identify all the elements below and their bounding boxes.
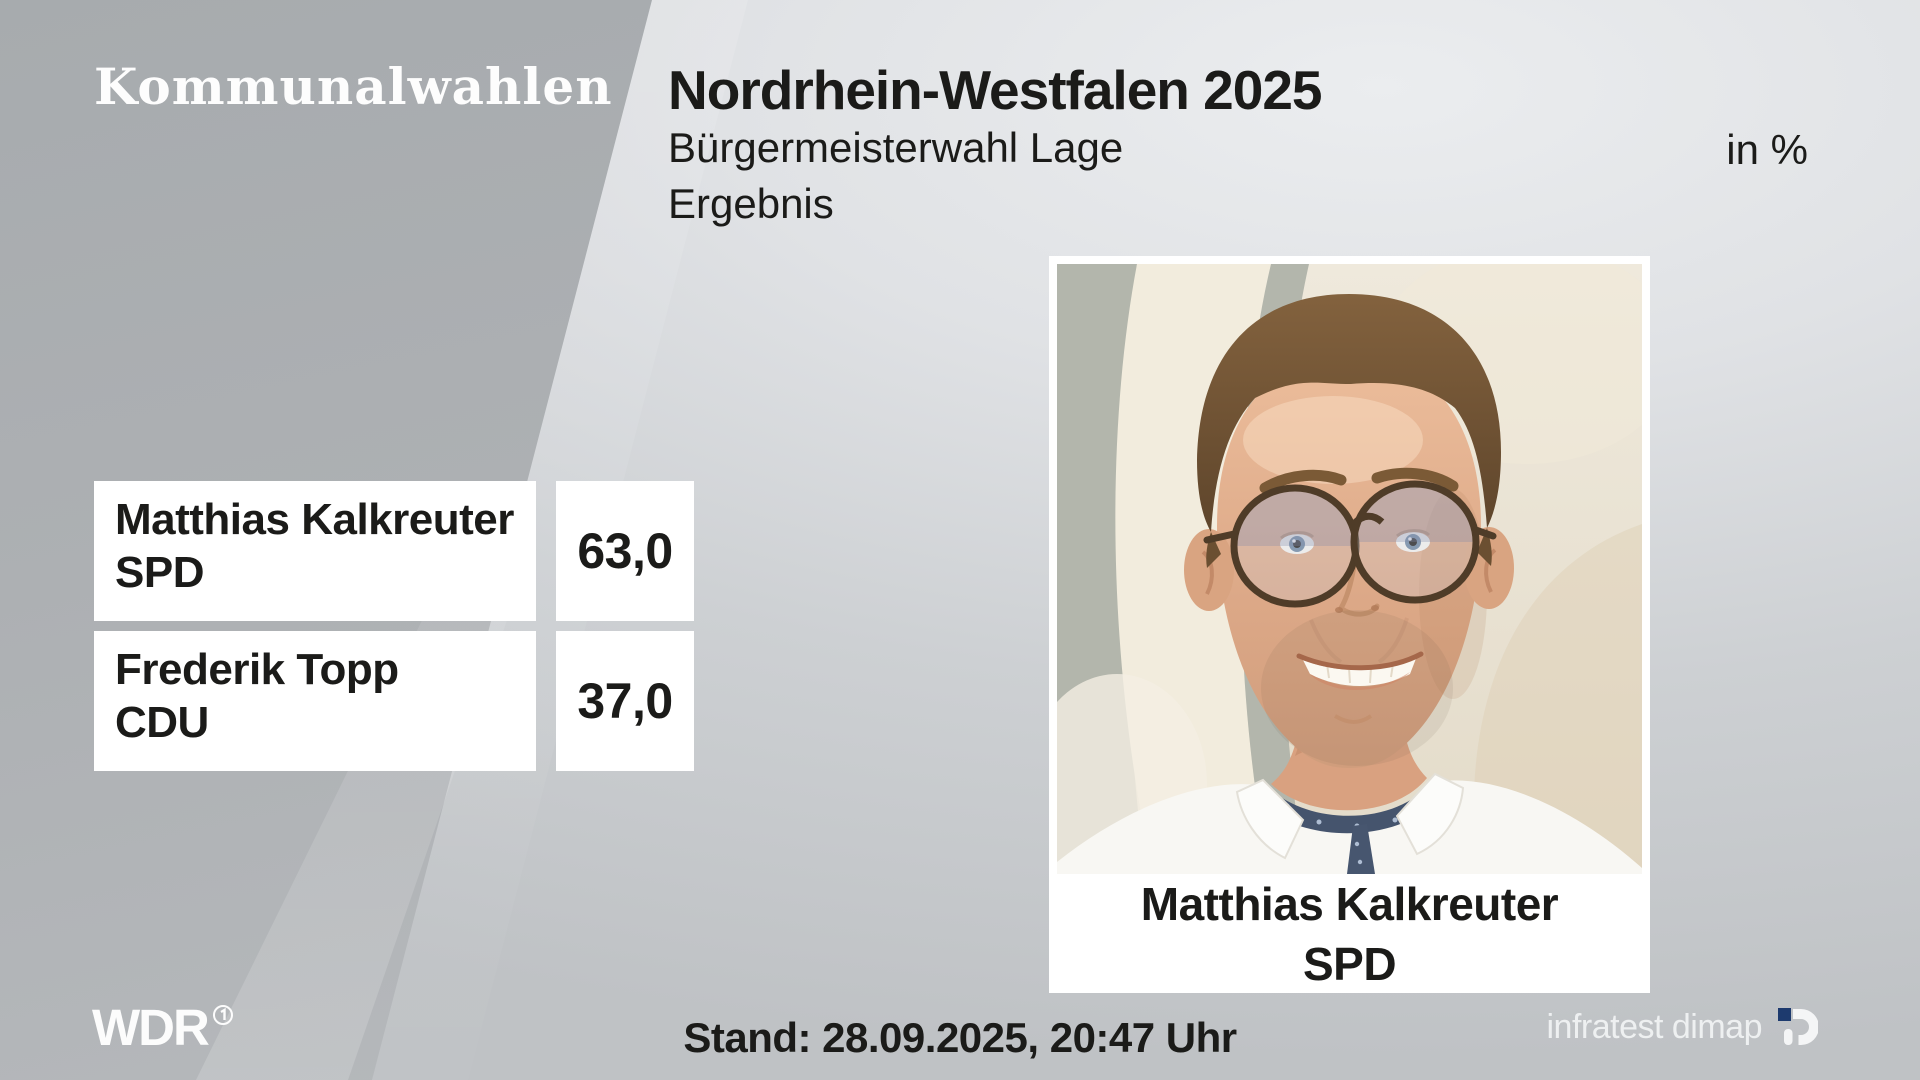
status-timestamp: Stand: 28.09.2025, 20:47 Uhr	[683, 1014, 1237, 1061]
subtitle-result: Ergebnis	[668, 180, 834, 227]
infratest-dimap-label: infratest dimap	[1546, 1007, 1763, 1046]
header: Nordrhein-Westfalen 2025 Bürgermeisterwa…	[668, 59, 1323, 232]
candidate-name: Matthias Kalkreuter	[115, 495, 514, 544]
brand-label: Kommunalwahlen	[94, 57, 613, 116]
infratest-dimap-logo-icon	[1778, 1008, 1818, 1045]
result-value: 63,0	[577, 523, 673, 579]
winner-photo-card: Matthias Kalkreuter SPD	[1049, 256, 1650, 993]
candidate-party: CDU	[115, 698, 209, 747]
result-row: Frederik Topp CDU 37,0	[94, 631, 788, 771]
wdr-wordmark: WDR	[92, 999, 210, 1056]
result-row: Matthias Kalkreuter SPD 63,0	[94, 481, 788, 621]
wdr-logo: WDR	[92, 1002, 234, 1053]
unit-label: in %	[1726, 126, 1808, 173]
candidate-party: SPD	[115, 548, 204, 597]
page-title: Nordrhein-Westfalen 2025	[668, 59, 1323, 121]
infratest-dimap-credit: infratest dimap	[1546, 1006, 1818, 1048]
candidate-box: Frederik Topp CDU	[94, 631, 536, 771]
registered-trademark-icon	[212, 1005, 233, 1025]
result-value-box: 63,0	[556, 481, 694, 621]
winner-party: SPD	[1302, 937, 1397, 990]
candidate-box: Matthias Kalkreuter SPD	[94, 481, 536, 621]
result-value: 37,0	[577, 673, 673, 729]
winner-caption: Matthias Kalkreuter SPD	[1057, 874, 1642, 993]
result-value-box: 37,0	[556, 631, 694, 771]
winner-name: Matthias Kalkreuter	[1140, 877, 1559, 930]
candidate-name: Frederik Topp	[115, 645, 399, 694]
subtitle-election: Bürgermeisterwahl Lage	[668, 124, 1124, 171]
winner-portrait-photo	[1057, 264, 1642, 874]
